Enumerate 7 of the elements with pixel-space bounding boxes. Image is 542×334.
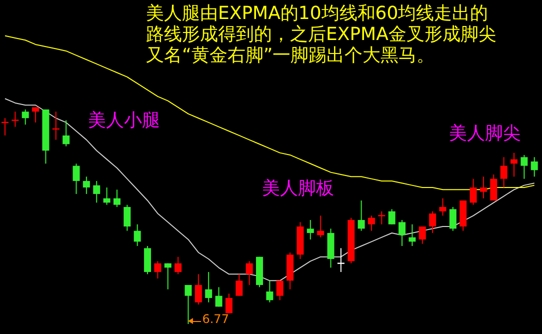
annotation: 美人脚尖 xyxy=(449,122,521,145)
annotation: 美人脚板 xyxy=(262,177,334,200)
candlestick xyxy=(337,248,344,272)
chart-title: 美人腿由EXPMA的10均线和60均线走出的路线形成得到的，之后EXPMA金叉形成脚尖又名“黄金右脚”一脚踢出个大黑马。 xyxy=(146,3,498,66)
candlestick xyxy=(12,112,19,127)
annotation: 美人小腿 xyxy=(88,109,160,132)
annotation: 6.77 xyxy=(202,312,229,326)
